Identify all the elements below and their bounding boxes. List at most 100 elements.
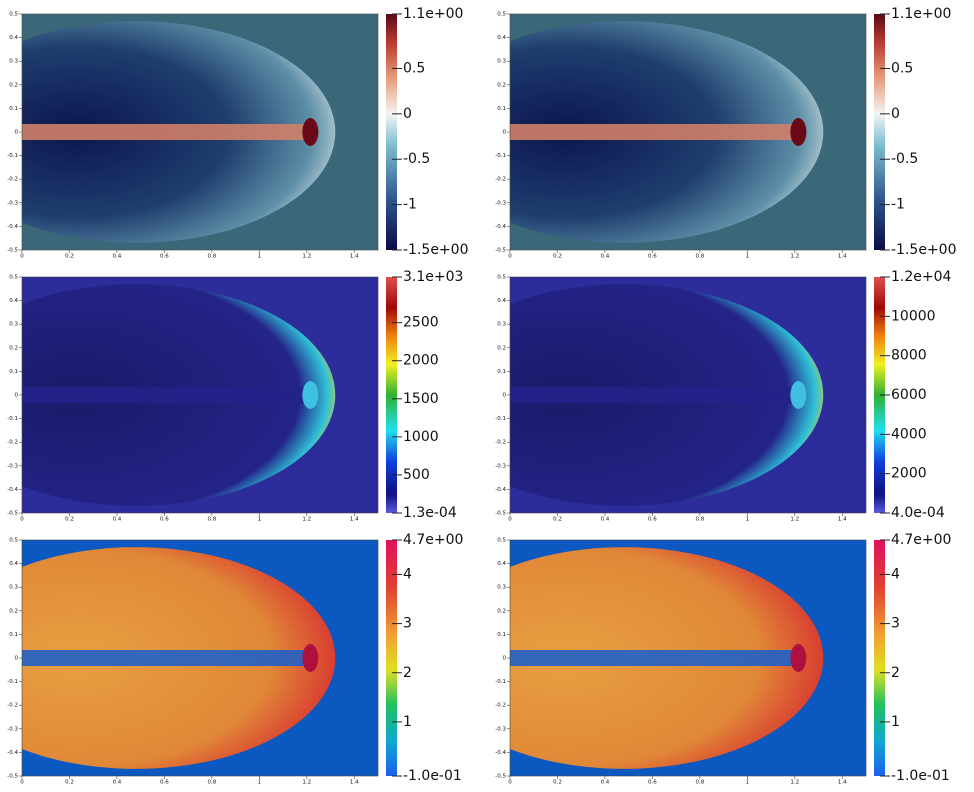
x-tick-label: 0.4 (113, 517, 122, 523)
jet (22, 124, 307, 140)
colorbar (874, 540, 885, 776)
colorbar-label: 4.0e-04 (891, 505, 945, 521)
colorbar (386, 14, 397, 250)
colorbar (386, 540, 397, 776)
jet-head (302, 644, 318, 672)
x-tick-label: 1.2 (790, 517, 799, 523)
x-tick-label: 1.4 (350, 517, 359, 523)
y-tick-label: -0.4 (7, 487, 18, 493)
y-tick-label: -0.2 (7, 440, 18, 446)
y-tick-label: -0.5 (495, 511, 506, 517)
x-tick-label: 1.2 (790, 254, 799, 260)
jet (22, 387, 307, 403)
colorbar-label: -0.5 (403, 151, 430, 167)
x-tick-label: 0 (508, 254, 512, 260)
x-tick-label: 1 (258, 780, 262, 786)
colorbar-label: -1.5e+00 (891, 242, 956, 258)
colorbar-label: 4 (403, 566, 412, 582)
x-tick-label: 0.8 (695, 517, 704, 523)
colorbar-label: 1 (403, 714, 412, 730)
y-tick-label: -0.1 (7, 153, 18, 159)
y-tick-label: -0.2 (7, 703, 18, 709)
x-tick-label: 0.4 (601, 780, 610, 786)
y-tick-label: 0.3 (9, 59, 18, 65)
x-tick-label: 0.4 (601, 517, 610, 523)
x-tick-label: 0.8 (695, 780, 704, 786)
x-tick-label: 0 (508, 780, 512, 786)
x-tick-label: 1 (746, 254, 750, 260)
y-tick-label: -0.4 (7, 224, 18, 230)
y-tick-label: -0.5 (7, 511, 18, 517)
y-tick-label: -0.2 (495, 177, 506, 183)
y-tick-label: 0.4 (497, 35, 506, 41)
y-tick-label: 0.4 (497, 561, 506, 567)
y-tick-label: -0.3 (495, 200, 506, 206)
x-tick-label: 0.6 (160, 517, 169, 523)
y-tick-label: 0 (503, 393, 507, 399)
y-tick-label: 0 (503, 130, 507, 136)
y-tick-label: -0.1 (495, 679, 506, 685)
colorbar-label: -1.5e+00 (403, 242, 468, 258)
colorbar-label: 0 (403, 106, 412, 122)
jet (510, 387, 795, 403)
y-tick-label: -0.3 (7, 726, 18, 732)
y-tick-label: 0.1 (9, 369, 18, 375)
y-tick-label: 0.1 (497, 632, 506, 638)
colorbar-label: 0 (891, 106, 900, 122)
y-tick-label: 0.3 (497, 322, 506, 328)
x-tick-label: 0 (20, 517, 24, 523)
colorbar-label: 1.1e+00 (891, 6, 951, 22)
colorbar (874, 14, 885, 250)
y-tick-label: -0.5 (495, 774, 506, 780)
y-tick-label: -0.3 (495, 726, 506, 732)
y-tick-label: -0.3 (495, 463, 506, 469)
figure: 0 0.2 0.4 0.6 0.8 1 1.2 1.4 0.5 0.4 0.3 0.2 0.1 0 -0.1… (0, 0, 974, 792)
jet-head (790, 644, 806, 672)
y-tick-label: -0.1 (7, 679, 18, 685)
colorbar-label: 6000 (891, 387, 927, 403)
x-tick-label: 0 (508, 517, 512, 523)
jet (510, 124, 795, 140)
colorbar-label: 1 (891, 714, 900, 730)
y-tick-label: 0.5 (497, 275, 506, 281)
y-tick-label: 0.4 (9, 35, 18, 41)
panel: 00.20.40.60.811.21.40.50.40.30.20.10-0.1… (425, 532, 952, 786)
y-tick-label: -0.5 (7, 248, 18, 254)
y-tick-label: -0.3 (7, 200, 18, 206)
colorbar-label: 1000 (403, 429, 439, 445)
colorbar-label: -1.0e-01 (891, 768, 950, 784)
colorbar-label: -1.0e-01 (403, 768, 462, 784)
x-tick-label: 1 (258, 517, 262, 523)
x-tick-label: 1.4 (350, 254, 359, 260)
colorbar-label: 0.5 (891, 60, 913, 76)
y-tick-label: 0.2 (497, 608, 506, 614)
y-tick-label: 0.3 (9, 322, 18, 328)
x-tick-label: 0.6 (160, 254, 169, 260)
colorbar-label: 1.1e+00 (403, 6, 463, 22)
x-tick-label: 0 (20, 780, 24, 786)
colorbar-label: 3.1e+03 (403, 269, 463, 285)
y-tick-label: -0.4 (495, 487, 506, 493)
colorbar-label: 8000 (891, 348, 927, 364)
x-tick-label: 0.6 (648, 517, 657, 523)
y-tick-label: 0.2 (9, 345, 18, 351)
colorbar-label: 4000 (891, 426, 927, 442)
x-tick-label: 0.6 (648, 254, 657, 260)
field (425, 14, 866, 250)
panel: 00.20.40.60.811.21.40.50.40.30.20.10-0.1… (0, 532, 463, 786)
y-tick-label: 0.2 (497, 82, 506, 88)
x-tick-label: 1.2 (302, 780, 311, 786)
y-tick-label: -0.2 (495, 703, 506, 709)
y-tick-label: 0 (15, 130, 19, 136)
jet-head (790, 118, 806, 146)
y-tick-label: 0.5 (9, 538, 18, 544)
colorbar-label: -1 (891, 197, 905, 213)
colorbar-label: 2500 (403, 315, 439, 331)
y-tick-label: 0.5 (9, 275, 18, 281)
y-tick-label: 0.1 (9, 632, 18, 638)
x-tick-label: 0.6 (160, 780, 169, 786)
y-tick-label: -0.4 (495, 750, 506, 756)
y-tick-label: -0.2 (7, 177, 18, 183)
